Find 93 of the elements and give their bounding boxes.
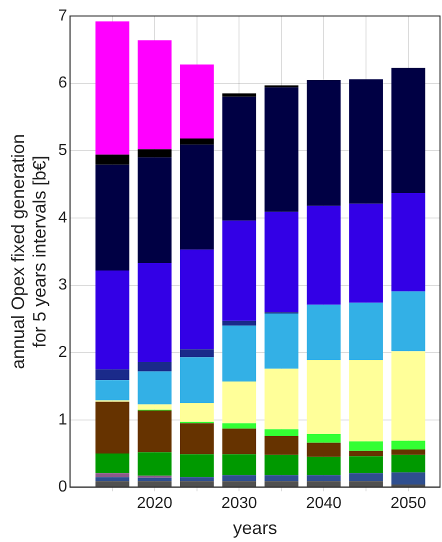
y-tick-label: 0	[58, 478, 68, 496]
bar	[349, 450, 383, 456]
bar	[138, 362, 172, 372]
bar	[180, 64, 214, 139]
bar	[306, 304, 341, 360]
bar	[95, 21, 130, 155]
bar	[180, 423, 214, 454]
bar	[138, 371, 172, 404]
bar	[222, 96, 256, 221]
bar	[349, 456, 383, 474]
y-tick-label: 3	[58, 276, 68, 294]
bar	[391, 291, 426, 352]
bar	[391, 193, 426, 292]
bar	[180, 357, 214, 404]
y-tick-label: 7	[58, 7, 68, 24]
bar	[138, 149, 172, 158]
bar	[95, 154, 130, 165]
bar	[180, 477, 214, 482]
x-tick-label: 2030	[221, 495, 258, 512]
bar	[138, 157, 172, 264]
y-tick-label: 6	[58, 74, 68, 92]
bar	[349, 79, 383, 204]
bar	[222, 454, 256, 476]
bar	[138, 40, 172, 150]
y-tick-label: 5	[58, 142, 68, 160]
bar	[138, 478, 172, 482]
bar	[138, 263, 172, 362]
bar	[222, 423, 256, 429]
bar	[264, 314, 298, 369]
bar	[306, 456, 341, 476]
bar	[264, 481, 298, 487]
bar	[264, 368, 298, 430]
bar	[95, 473, 130, 478]
y-tick-label: 2	[58, 344, 68, 361]
bar	[391, 68, 426, 194]
x-tick-label: 2020	[136, 495, 173, 512]
bar	[349, 360, 383, 442]
bar	[95, 481, 130, 487]
bar	[180, 454, 214, 478]
bar	[306, 434, 341, 443]
bar	[306, 475, 341, 482]
bar	[95, 270, 130, 370]
bar	[138, 481, 172, 487]
bar	[391, 440, 426, 450]
bar	[264, 429, 298, 436]
bar	[138, 452, 172, 476]
bar	[222, 326, 256, 382]
bar	[95, 380, 130, 400]
bar	[349, 481, 383, 487]
bar	[95, 402, 130, 454]
bar	[306, 442, 341, 457]
bar	[180, 144, 214, 250]
bar	[349, 441, 383, 451]
bar	[95, 369, 130, 380]
y-tick-label: 4	[58, 209, 68, 226]
bar	[306, 481, 341, 487]
bar	[222, 475, 256, 482]
bar	[349, 204, 383, 303]
bar	[349, 473, 383, 482]
x-tick-label: 2050	[390, 495, 426, 512]
bar	[264, 475, 298, 482]
bar	[264, 212, 298, 312]
bar	[391, 472, 426, 485]
bar	[391, 351, 426, 441]
bar	[138, 404, 172, 410]
bar	[222, 93, 256, 97]
bar	[222, 220, 256, 321]
x-axis-title: years	[233, 518, 278, 538]
bar	[349, 302, 383, 360]
y-axis-title: annual Opex fixed generation for 5 years intervals [b€]	[8, 134, 50, 370]
bar	[264, 454, 298, 476]
bar	[222, 320, 256, 326]
bar	[180, 250, 214, 350]
bar	[306, 80, 341, 206]
bar	[138, 410, 172, 452]
bar	[306, 360, 341, 434]
bar	[180, 349, 214, 358]
bar	[95, 477, 130, 482]
bar	[264, 436, 298, 455]
bar	[180, 138, 214, 145]
x-tick-label: 2040	[306, 495, 342, 512]
y-tick-label: 1	[58, 411, 68, 428]
bar	[180, 481, 214, 487]
bar	[95, 454, 130, 474]
bar	[391, 450, 426, 455]
bar	[180, 403, 214, 422]
bar	[222, 382, 256, 424]
bar	[306, 206, 341, 305]
bar	[391, 454, 426, 472]
bar	[222, 428, 256, 454]
bar	[222, 481, 256, 487]
bar	[264, 87, 298, 212]
bar	[95, 164, 130, 270]
